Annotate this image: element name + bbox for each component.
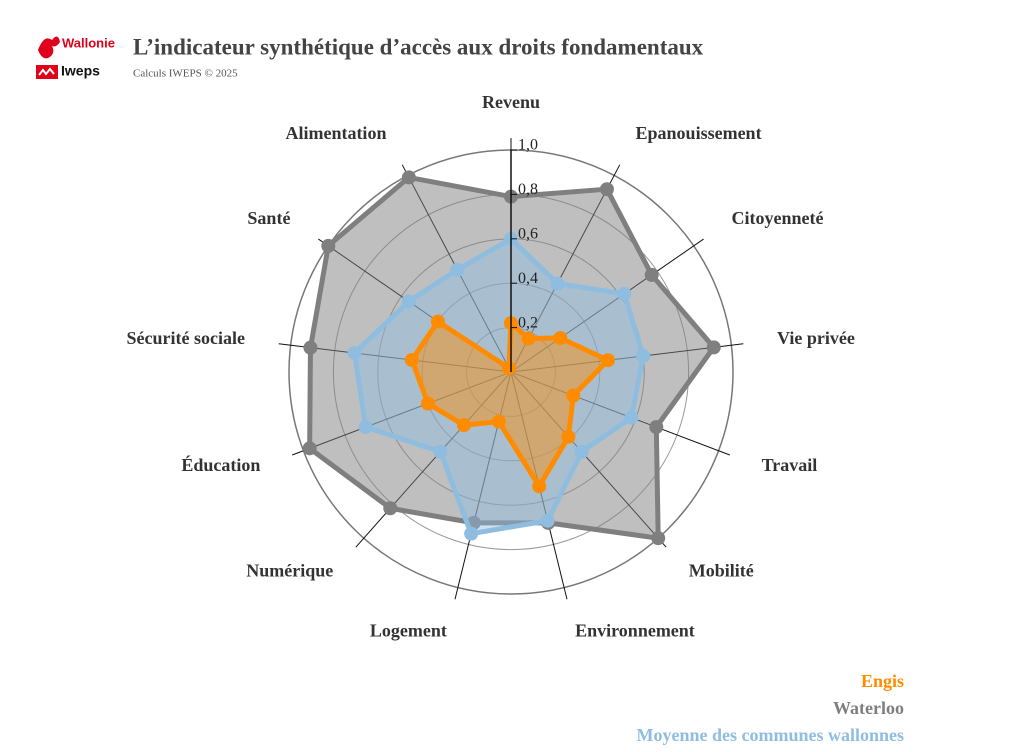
data-point	[550, 276, 565, 291]
data-point	[420, 396, 435, 411]
data-point	[358, 420, 373, 435]
data-point	[532, 479, 547, 494]
category-label: Logement	[370, 620, 447, 640]
data-point	[644, 267, 659, 282]
logo-iweps: Iweps	[36, 63, 100, 79]
category-label: Revenu	[482, 92, 540, 112]
category-label: Éducation	[181, 454, 260, 475]
data-point	[540, 513, 555, 528]
data-point	[347, 346, 362, 361]
chart-title: L’indicateur synthétique d’accès aux dro…	[133, 34, 704, 59]
logo-text: Wallonie	[62, 35, 115, 50]
data-point	[706, 340, 721, 355]
category-label: Citoyenneté	[732, 208, 824, 228]
data-point	[302, 441, 317, 456]
data-point	[521, 331, 536, 346]
category-label: Numérique	[246, 561, 333, 581]
logo-mark	[38, 67, 55, 76]
legend-entry: Waterloo	[833, 698, 904, 718]
logo-text: Iweps	[61, 63, 100, 79]
data-point	[566, 388, 581, 403]
category-label: Mobilité	[689, 561, 754, 581]
category-label: Environnement	[575, 620, 695, 640]
data-point	[636, 348, 651, 363]
data-point	[651, 531, 666, 546]
data-point	[599, 182, 614, 197]
legend-entry: Engis	[861, 671, 904, 691]
data-point	[561, 429, 576, 444]
chart-subtitle: Calculs IWEPS © 2025	[133, 68, 238, 80]
r-tick-label: 1,0	[518, 137, 538, 154]
data-point	[617, 286, 632, 301]
rooster-icon	[38, 36, 60, 59]
series-area	[409, 319, 611, 489]
data-point	[456, 418, 471, 433]
category-label: Sécurité sociale	[126, 328, 244, 348]
r-tick-label: 0,6	[518, 225, 538, 242]
data-point	[433, 444, 448, 459]
data-point	[464, 526, 479, 541]
category-label: Vie privée	[777, 328, 855, 348]
r-tick-label: 0,2	[518, 314, 538, 331]
data-point	[649, 420, 664, 435]
data-point	[574, 444, 589, 459]
data-point	[501, 361, 516, 376]
data-point	[321, 238, 336, 253]
series-area	[352, 236, 646, 537]
data-point	[401, 170, 416, 185]
data-point	[404, 352, 419, 367]
data-point	[624, 410, 639, 425]
data-point	[450, 262, 465, 277]
data-point	[401, 294, 416, 309]
data-point	[600, 353, 615, 368]
data-point	[383, 501, 398, 516]
legend-entry: Moyenne des communes wallonnes	[636, 725, 904, 745]
category-label: Epanouissement	[636, 123, 762, 143]
logo-wallonie: Wallonie	[38, 35, 115, 59]
category-label: Santé	[247, 208, 290, 228]
r-tick-label: 0,8	[518, 181, 538, 198]
data-point	[430, 314, 445, 329]
r-tick-label: 0,4	[518, 270, 538, 287]
data-point	[303, 340, 318, 355]
category-label: Travail	[762, 455, 818, 475]
data-point	[491, 414, 506, 429]
category-label: Alimentation	[285, 123, 386, 143]
data-point	[553, 330, 568, 345]
